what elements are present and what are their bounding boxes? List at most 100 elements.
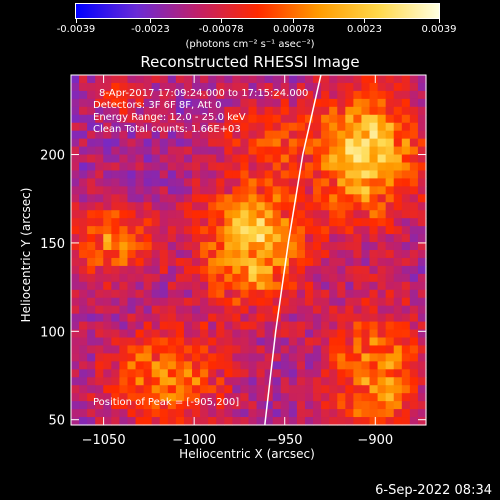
heatmap-cell (288, 162, 298, 172)
heatmap-cell (329, 329, 338, 339)
heatmap-cell (377, 385, 387, 394)
heatmap-cell (175, 194, 185, 203)
heatmap-cell (208, 305, 217, 315)
heatmap-cell (127, 75, 137, 84)
heatmap-cell (216, 273, 225, 283)
heatmap-cell (417, 234, 427, 243)
heatmap-cell (159, 417, 169, 426)
heatmap-cell (111, 178, 121, 187)
heatmap-cell (71, 353, 80, 362)
heatmap-cell (393, 194, 403, 203)
heatmap-cell (232, 377, 242, 386)
heatmap-cell (264, 98, 274, 108)
heatmap-cell (417, 393, 427, 402)
heatmap-cell (248, 305, 258, 315)
heatmap-cell (401, 353, 411, 362)
heatmap-cell (79, 321, 88, 331)
heatmap-cell (79, 401, 88, 410)
heatmap-cell (103, 226, 112, 235)
heatmap-cell (240, 138, 250, 148)
heatmap-cell (337, 361, 346, 370)
heatmap-cell (264, 265, 274, 275)
heatmap-cell (159, 218, 169, 227)
heatmap-cell (385, 226, 395, 235)
heatmap-cell (200, 154, 209, 164)
heatmap-cell (321, 194, 330, 203)
heatmap-cell (200, 106, 209, 116)
heatmap-cell (296, 178, 306, 187)
heatmap-cell (296, 289, 306, 299)
heatmap-cell (79, 409, 88, 418)
heatmap-cell (369, 146, 379, 156)
heatmap-cell (248, 114, 258, 124)
heatmap-cell (401, 114, 411, 124)
colorbar-tick (220, 19, 222, 23)
heatmap-cell (192, 122, 201, 132)
heatmap-cell (127, 210, 137, 219)
heatmap-cell (369, 202, 379, 211)
heatmap-cell (321, 321, 330, 331)
heatmap-cell (288, 242, 298, 251)
heatmap-cell (159, 154, 169, 164)
heatmap-cell (95, 226, 104, 235)
heatmap-cell (87, 98, 96, 108)
heatmap-cell (313, 202, 322, 211)
heatmap-cell (135, 377, 145, 386)
heatmap-cell (329, 297, 338, 307)
heatmap-cell (369, 75, 379, 84)
heatmap-cell (216, 289, 225, 299)
heatmap-cell (280, 289, 290, 299)
heatmap-cell (119, 265, 129, 275)
heatmap-cell (401, 75, 411, 84)
heatmap-cell (71, 90, 80, 100)
heatmap-cell (417, 417, 427, 426)
heatmap-cell (393, 178, 403, 187)
heatmap-cell (409, 138, 419, 148)
heatmap-cell (337, 138, 346, 148)
heatmap-cell (119, 226, 129, 235)
heatmap-cell (272, 234, 282, 243)
heatmap-cell (393, 122, 403, 132)
heatmap-cell (272, 345, 282, 354)
heatmap-cell (304, 377, 314, 386)
heatmap-cell (216, 138, 225, 148)
heatmap-cell (313, 226, 322, 235)
heatmap-cell (87, 273, 96, 283)
solar-limb-line (264, 74, 322, 426)
heatmap-cell (103, 321, 112, 331)
heatmap-cell (79, 194, 88, 203)
heatmap-cell (167, 122, 177, 132)
heatmap-cell (248, 321, 258, 331)
heatmap-cell (167, 337, 177, 347)
heatmap-cell (143, 138, 153, 148)
heatmap-cell (240, 162, 250, 172)
heatmap-cell (272, 122, 282, 132)
heatmap-cell (337, 281, 346, 291)
heatmap-cell (87, 385, 96, 394)
heatmap-cell (272, 409, 282, 418)
heatmap-cell (264, 90, 274, 100)
heatmap-cell (87, 122, 96, 132)
heatmap-cell (224, 401, 233, 410)
heatmap-cell (313, 122, 322, 132)
heatmap-cell (200, 178, 209, 187)
heatmap-cell (296, 265, 306, 275)
heatmap-cell (127, 242, 137, 251)
heatmap-cell (87, 114, 96, 124)
heatmap-cell (183, 313, 193, 323)
heatmap-cell (401, 162, 411, 172)
heatmap-cell (208, 226, 217, 235)
heatmap-cell (87, 401, 96, 410)
heatmap-cell (385, 90, 395, 100)
heatmap-cell (71, 337, 80, 347)
heatmap-cell (337, 234, 346, 243)
heatmap-cell (79, 265, 88, 275)
heatmap-cell (296, 385, 306, 394)
heatmap-cell (151, 409, 161, 418)
heatmap-cell (224, 242, 233, 251)
heatmap-cell (200, 138, 209, 148)
heatmap-cell (95, 218, 104, 227)
heatmap-cell (135, 162, 145, 172)
heatmap-cell (248, 377, 258, 386)
heatmap-cell (87, 106, 96, 116)
